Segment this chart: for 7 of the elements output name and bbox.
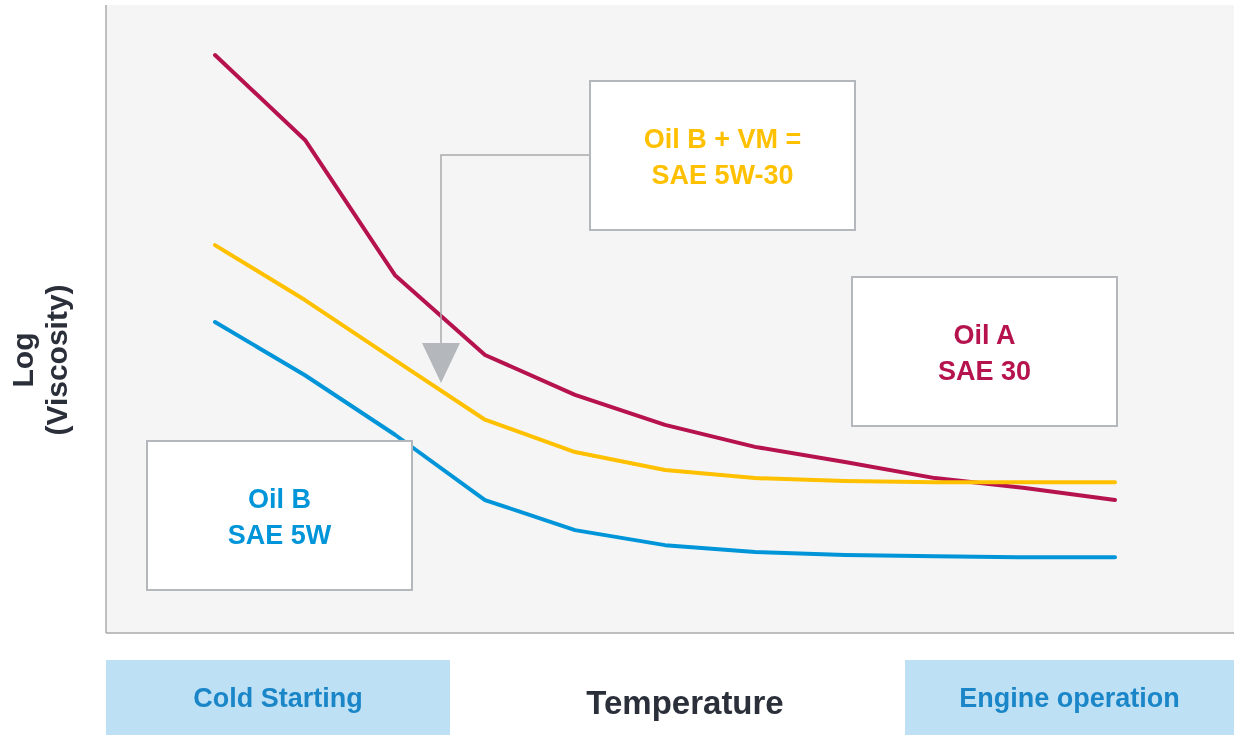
y-axis-title: Log (Viscosity) xyxy=(6,284,73,436)
x-axis-title: Temperature xyxy=(586,684,784,721)
text: Engine operation xyxy=(959,683,1180,713)
text: Oil B + VM = SAE 5W-30 xyxy=(643,123,802,190)
text: Oil B SAE 5W xyxy=(227,483,332,550)
text: Oil A SAE 30 xyxy=(937,319,1032,386)
text: Cold Starting xyxy=(193,683,363,713)
